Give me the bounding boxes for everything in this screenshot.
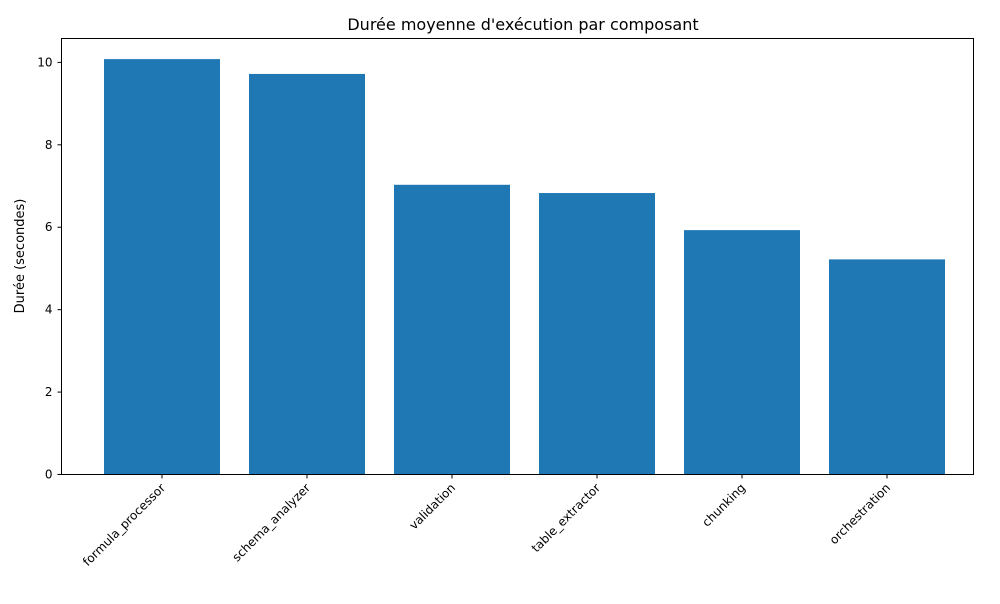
chart-title: Durée moyenne d'exécution par composant	[347, 15, 698, 34]
bar-orchestration	[829, 259, 945, 475]
x-tick-label: schema_analyzer	[230, 481, 314, 565]
y-tick-label: 2	[45, 385, 53, 399]
bar-schema-analyzer	[249, 73, 365, 475]
y-tick-label: 10	[37, 55, 52, 69]
bars-group	[104, 59, 945, 475]
y-axis-label: Durée (secondes)	[13, 199, 28, 314]
x-tick-label: formula_processor	[80, 481, 168, 569]
x-tick-label: validation	[406, 481, 458, 533]
bar-table-extractor	[539, 193, 655, 475]
x-axis-ticks: formula_processor schema_analyzer validati…	[80, 474, 893, 569]
x-tick-label: chunking	[699, 481, 748, 530]
x-tick-label: table_extractor	[529, 481, 603, 555]
bar-chunking	[684, 230, 800, 475]
y-axis-ticks: 0 2 4 6 8 10	[37, 55, 62, 482]
plot-area-frame	[61, 38, 974, 475]
y-tick-label: 0	[45, 468, 53, 482]
y-tick-label: 8	[45, 138, 53, 152]
bar-formula-processor	[104, 59, 220, 475]
y-tick-label: 4	[45, 303, 53, 317]
y-tick-label: 6	[45, 220, 53, 234]
bar-validation	[394, 184, 510, 475]
x-tick-label: orchestration	[827, 481, 893, 547]
